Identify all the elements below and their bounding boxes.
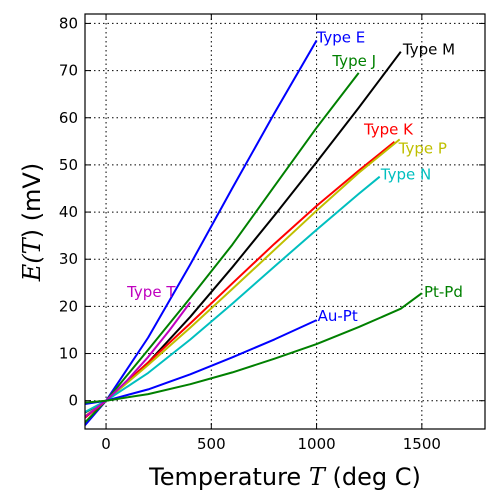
y-axis-title: E(T) (mV) [18, 163, 46, 282]
y-tick-label: 40 [59, 203, 78, 221]
series-line-type-t [85, 301, 192, 418]
series-lines [85, 39, 423, 426]
plot-frame [84, 13, 486, 430]
series-label-type-e: Type E [316, 29, 366, 47]
series-label-type-p: Type P [398, 139, 447, 157]
y-tick-label: 30 [59, 250, 78, 268]
series-label-type-k: Type K [363, 121, 414, 139]
grid [85, 14, 485, 429]
x-tick-label: 0 [101, 435, 111, 453]
y-tick-label: 50 [59, 156, 78, 174]
y-tick-label: 80 [59, 14, 78, 32]
series-line-type-j [85, 72, 360, 424]
series-line-type-n [85, 175, 381, 413]
axis-ticks: 0 500 1000 1500 0 10 20 30 40 50 60 70 80 [59, 14, 485, 453]
y-tick-label: 10 [59, 345, 78, 363]
series-line-type-p [85, 138, 401, 418]
x-tick-label: 500 [197, 435, 226, 453]
series-label-pt-pd: Pt-Pd [424, 283, 463, 301]
x-tick-label: 1000 [297, 435, 335, 453]
x-axis-title: Temperature T (deg C) [148, 463, 421, 491]
series-label-type-t: Type T [126, 283, 176, 301]
series-line-pt-pd [85, 292, 423, 404]
y-tick-label: 70 [59, 62, 78, 80]
series-label-type-j: Type J [331, 52, 376, 70]
series-label-au-pt: Au-Pt [318, 307, 358, 325]
y-tick-label: 20 [59, 297, 78, 315]
series-label-type-n: Type N [380, 165, 431, 183]
series-label-type-m: Type M [402, 40, 455, 58]
y-tick-label: 0 [68, 392, 78, 410]
x-tick-label: 1500 [403, 435, 441, 453]
y-tick-label: 60 [59, 109, 78, 127]
